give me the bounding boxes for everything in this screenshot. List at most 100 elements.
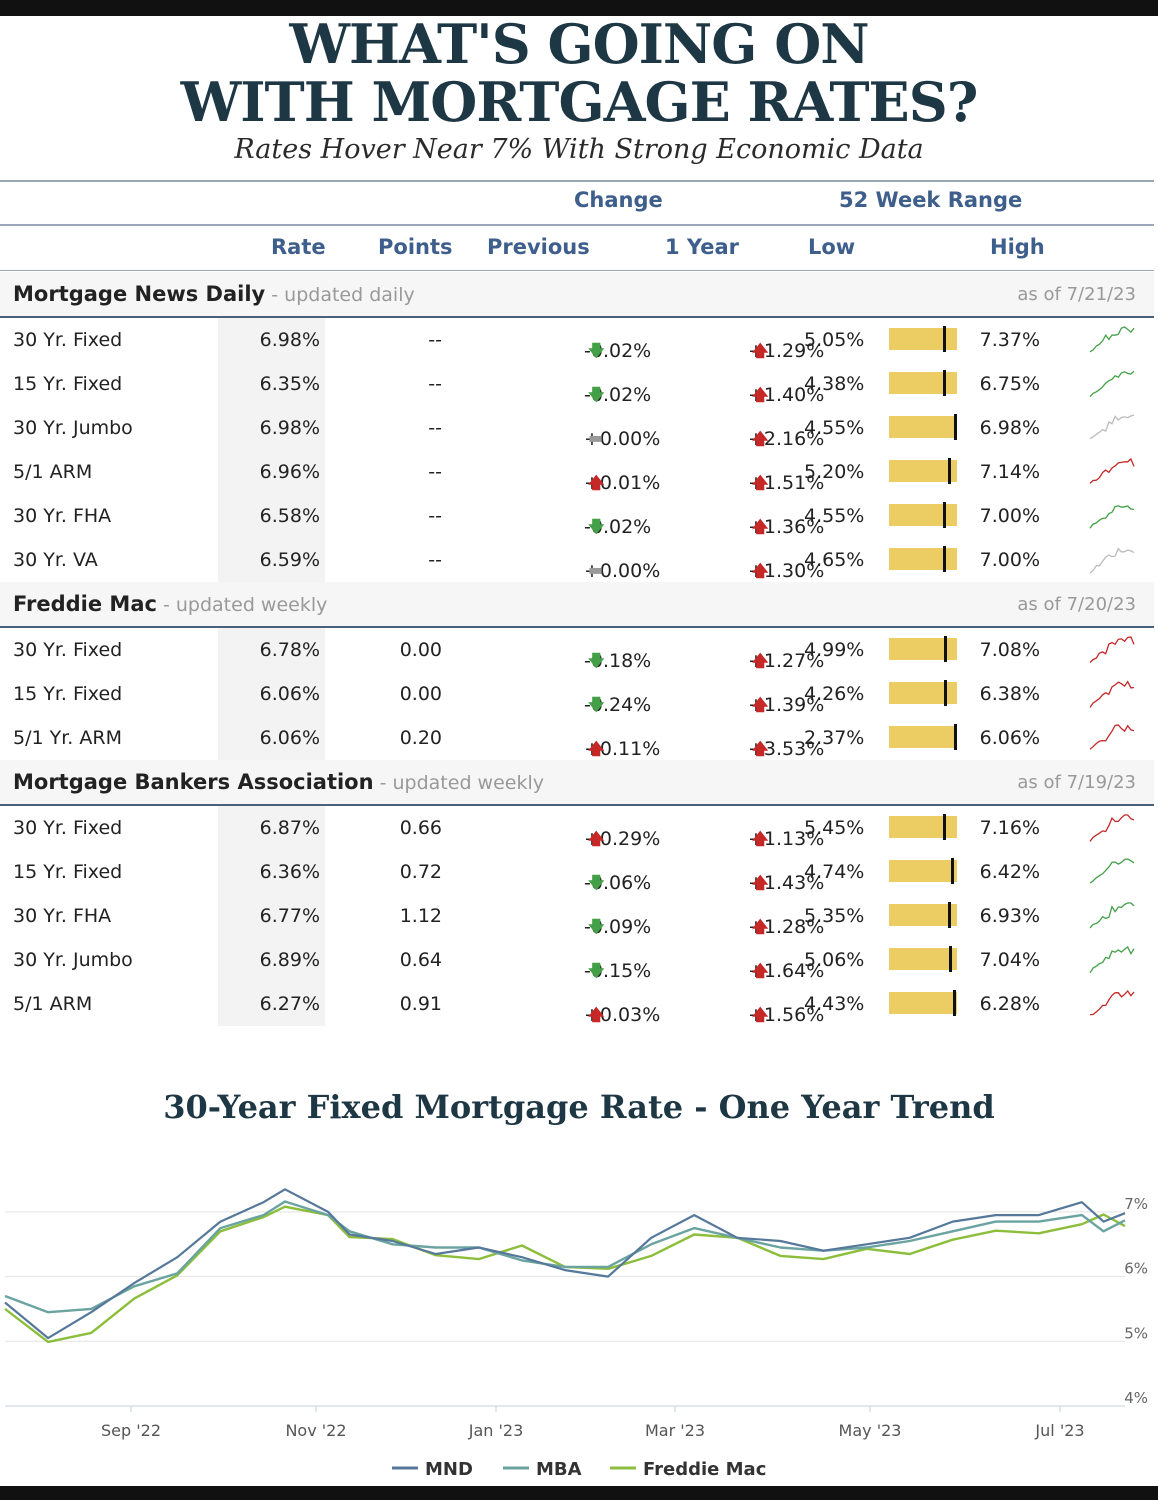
section-update-note: - updated daily — [265, 284, 415, 306]
sparkline — [1089, 989, 1135, 1016]
header-points: Points — [378, 235, 453, 259]
points-value: 0.00 — [399, 683, 442, 705]
range-high: 6.42% — [979, 861, 1040, 883]
year-change-value: +1.29% — [748, 340, 825, 362]
up-arrow-icon: 🡅 — [752, 473, 769, 492]
sparkline — [1089, 858, 1135, 884]
points-value: -- — [428, 373, 442, 395]
rate-value: 6.87% — [259, 817, 320, 839]
year-change-value: +1.56% — [748, 1004, 825, 1026]
points-value: 0.64 — [399, 949, 442, 971]
sparkline-path — [1089, 680, 1135, 708]
loan-type: 30 Yr. FHA — [13, 505, 112, 527]
down-arrow-icon: 🡇 — [588, 385, 605, 404]
down-arrow-icon: 🡇 — [588, 961, 605, 980]
rate-value: 6.06% — [259, 727, 320, 749]
range-low: 5.35% — [804, 905, 865, 927]
range-bar — [889, 814, 957, 840]
rate-value: 6.78% — [259, 639, 320, 661]
points-value: -- — [428, 505, 442, 527]
year-change-value: +1.30% — [748, 560, 825, 582]
year-change-value: +1.40% — [748, 384, 825, 406]
sparkline — [1089, 724, 1135, 750]
page-title-line1: WHAT'S GOING ON — [289, 12, 869, 76]
page-title-line2: WITH MORTGAGE RATES? — [180, 70, 979, 134]
section-header: Mortgage Bankers Association - updated w… — [0, 760, 1154, 806]
sparkline — [1089, 547, 1135, 574]
sparkline-path — [1089, 902, 1135, 929]
sparkline — [1089, 945, 1135, 974]
range-current-marker — [943, 814, 946, 840]
loan-type: 30 Yr. Fixed — [13, 817, 123, 839]
section-header: Mortgage News Daily - updated daily as of… — [0, 272, 1154, 318]
table-row: 5/1 ARM 6.96% -- +0.01% 🡅 +1.51% 🡅 5.20% 7.14% — [0, 450, 1154, 494]
header-rate: Rate — [271, 235, 326, 259]
range-high: 7.04% — [979, 949, 1040, 971]
sparkline — [1089, 457, 1135, 484]
sparkline-path — [1089, 636, 1135, 663]
range-low: 5.06% — [804, 949, 865, 971]
x-tick-label: Sep '22 — [101, 1421, 161, 1440]
legend-label: Freddie Mac — [643, 1459, 766, 1480]
up-arrow-icon: 🡅 — [752, 739, 769, 758]
flat-arrow-icon: ▬ — [588, 428, 604, 447]
sparkline-path — [1089, 547, 1135, 574]
rate-value: 6.98% — [259, 417, 320, 439]
table-row: 30 Yr. FHA 6.58% -- -0.02% 🡇 +1.36% 🡅 4.55% 7.00… — [0, 494, 1154, 538]
rate-value: 6.96% — [259, 461, 320, 483]
down-arrow-icon: 🡇 — [588, 651, 605, 670]
header-low: Low — [808, 235, 856, 259]
header-divider — [0, 224, 1154, 226]
up-arrow-icon: 🡅 — [752, 829, 769, 848]
sparkline-path — [1089, 326, 1135, 353]
loan-type: 15 Yr. Fixed — [13, 373, 123, 395]
previous-change-value: -0.15% — [584, 960, 652, 982]
rate-value: 6.77% — [259, 905, 320, 927]
rate-value: 6.59% — [259, 549, 320, 571]
range-low: 4.55% — [804, 505, 865, 527]
year-change-value: +1.36% — [748, 516, 825, 538]
header-range-group: 52 Week Range — [839, 188, 1023, 212]
range-current-marker — [954, 724, 957, 750]
rate-value: 6.27% — [259, 993, 320, 1015]
rate-column-band — [218, 806, 325, 1026]
points-value: -- — [428, 417, 442, 439]
table-row: 30 Yr. VA 6.59% -- +0.00% ▬ +1.30% 🡅 4.65% 7.00% — [0, 538, 1154, 582]
rate-column-band — [218, 318, 325, 582]
year-change-value: +1.43% — [748, 872, 825, 894]
range-low: 4.38% — [804, 373, 865, 395]
up-arrow-icon: 🡅 — [752, 385, 769, 404]
previous-change-value: -0.09% — [584, 916, 652, 938]
loan-type: 30 Yr. FHA — [13, 905, 112, 927]
range-current-marker — [943, 326, 946, 352]
header-1-year: 1 Year — [665, 235, 739, 259]
points-value: 0.00 — [399, 639, 442, 661]
points-value: 0.91 — [399, 993, 442, 1015]
sparkline-path — [1089, 505, 1135, 529]
section-title: Mortgage News Daily - updated daily — [13, 282, 415, 306]
series-line-mnd — [4, 1188, 1126, 1340]
rate-column-band — [218, 628, 325, 760]
sparkline-path — [1089, 724, 1135, 750]
range-low: 5.05% — [804, 329, 865, 351]
previous-change-value: -0.06% — [584, 872, 652, 894]
previous-change-value: +0.00% — [584, 560, 661, 582]
range-current-marker — [948, 902, 951, 928]
range-bar — [889, 458, 957, 484]
sparkline-path — [1089, 414, 1135, 440]
x-tick-label: Nov '22 — [285, 1421, 346, 1440]
range-bar — [889, 724, 957, 750]
range-high: 7.37% — [979, 329, 1040, 351]
range-current-marker — [948, 458, 951, 484]
previous-change-value: +0.00% — [584, 428, 661, 450]
sparkline-path — [1089, 814, 1135, 842]
points-value: 0.66 — [399, 817, 442, 839]
sparkline — [1089, 414, 1135, 440]
range-high: 7.00% — [979, 549, 1040, 571]
bottom-border — [0, 1486, 1158, 1500]
previous-change-value: +0.29% — [584, 828, 661, 850]
header-bottom-rule — [0, 270, 1154, 271]
rate-value: 6.98% — [259, 329, 320, 351]
up-arrow-icon: 🡅 — [752, 961, 769, 980]
section-date: as of 7/20/23 — [1017, 594, 1136, 615]
